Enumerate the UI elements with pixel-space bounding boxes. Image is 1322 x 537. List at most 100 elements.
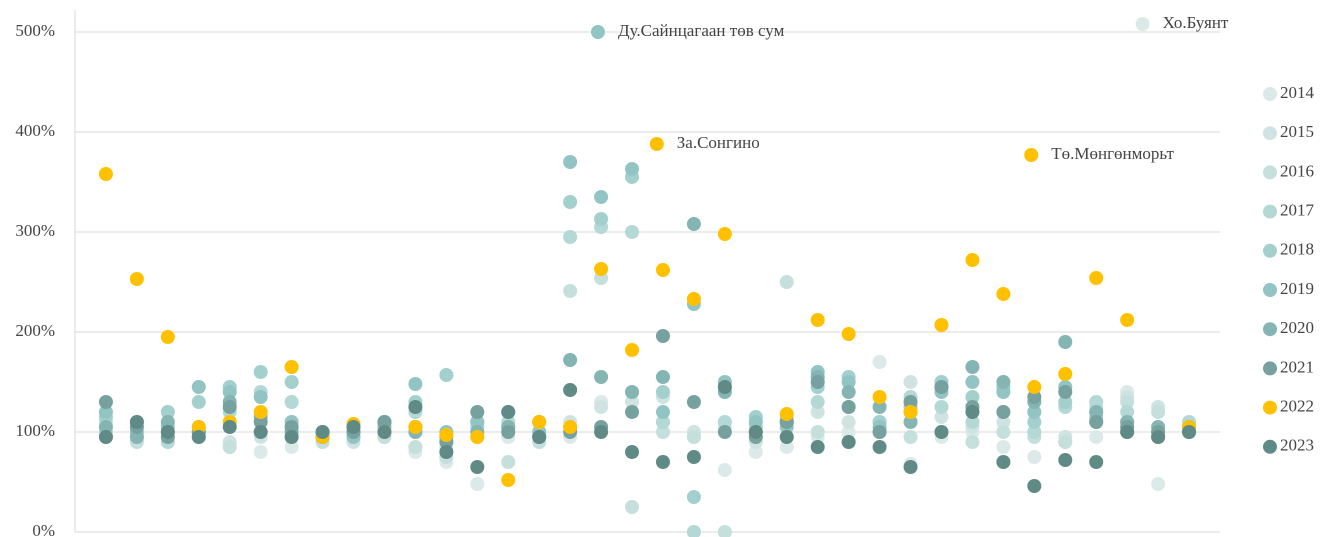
point <box>779 275 794 289</box>
point <box>717 425 732 439</box>
point <box>1120 395 1135 409</box>
point <box>903 375 918 389</box>
point <box>996 440 1011 454</box>
point <box>1027 425 1042 439</box>
y-tick-label: 300% <box>15 221 55 240</box>
point <box>872 440 887 454</box>
point <box>965 405 980 419</box>
point <box>1058 453 1073 467</box>
point <box>284 360 299 374</box>
point <box>996 415 1011 429</box>
point <box>408 440 423 454</box>
point <box>1027 479 1042 493</box>
point <box>810 405 825 419</box>
point <box>160 405 175 419</box>
point <box>655 455 670 469</box>
point <box>934 410 949 424</box>
point <box>408 400 423 414</box>
point <box>841 425 856 439</box>
point <box>841 400 856 414</box>
point <box>1089 395 1104 409</box>
legend-label: 2014 <box>1280 83 1315 102</box>
point <box>625 225 640 239</box>
point <box>346 420 361 434</box>
point <box>655 385 670 399</box>
point <box>160 330 175 344</box>
point <box>779 430 794 444</box>
point <box>996 375 1011 389</box>
legend-marker <box>1263 204 1277 219</box>
point <box>717 415 732 429</box>
point <box>996 455 1011 469</box>
point <box>594 262 609 276</box>
annotation: Тө.Мөнгөнморьт <box>1051 144 1174 163</box>
point <box>563 353 578 367</box>
point <box>284 420 299 434</box>
point <box>1058 335 1073 349</box>
point <box>439 445 454 459</box>
point <box>841 375 856 389</box>
point <box>253 445 268 459</box>
legend-label: 2023 <box>1280 436 1314 455</box>
point <box>1058 395 1073 409</box>
point <box>965 375 980 389</box>
point <box>470 460 485 474</box>
point <box>717 380 732 394</box>
point <box>470 477 485 491</box>
point <box>717 463 732 477</box>
point <box>903 405 918 419</box>
point <box>965 360 980 374</box>
point <box>717 525 732 537</box>
point <box>222 400 237 414</box>
point <box>98 405 113 419</box>
point <box>625 500 640 514</box>
annotation-marker <box>590 25 605 39</box>
legend-label: 2022 <box>1280 397 1314 416</box>
point <box>748 445 763 459</box>
point <box>160 415 175 429</box>
point <box>779 407 794 421</box>
point <box>965 435 980 449</box>
point <box>1120 425 1135 439</box>
point <box>748 425 763 439</box>
point <box>594 370 609 384</box>
point <box>1089 455 1104 469</box>
point <box>594 190 609 204</box>
point <box>563 420 578 434</box>
point <box>470 430 485 444</box>
point <box>98 420 113 434</box>
point <box>129 272 144 286</box>
point <box>1027 450 1042 464</box>
point <box>253 365 268 379</box>
point <box>129 415 144 429</box>
point <box>1120 405 1135 419</box>
point <box>810 375 825 389</box>
point <box>872 390 887 404</box>
point <box>563 195 578 209</box>
point <box>377 415 392 429</box>
legend-marker <box>1263 165 1277 180</box>
point <box>284 395 299 409</box>
point <box>810 425 825 439</box>
point <box>253 425 268 439</box>
point <box>1027 415 1042 429</box>
point <box>1089 271 1104 285</box>
y-tick-label: 500% <box>15 21 55 40</box>
point <box>563 230 578 244</box>
point <box>686 490 701 504</box>
point <box>284 430 299 444</box>
point <box>903 395 918 409</box>
point <box>191 430 206 444</box>
point <box>563 383 578 397</box>
point <box>872 355 887 369</box>
point <box>810 313 825 327</box>
point <box>501 455 516 469</box>
point <box>655 425 670 439</box>
annotation-marker <box>1135 17 1150 31</box>
point <box>191 420 206 434</box>
point <box>996 385 1011 399</box>
point <box>686 217 701 231</box>
legend-marker <box>1263 439 1277 454</box>
legend-marker <box>1263 283 1277 297</box>
legend-label: 2019 <box>1280 279 1314 298</box>
